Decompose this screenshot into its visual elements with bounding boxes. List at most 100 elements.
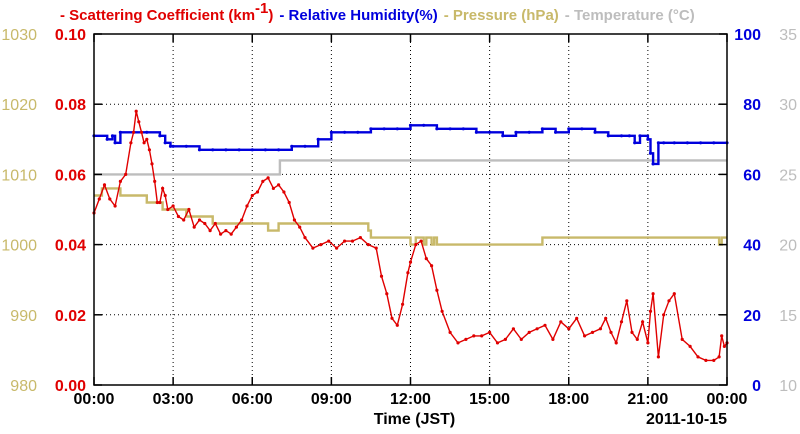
- data-point-scattering: [240, 218, 244, 222]
- data-point-humidity: [343, 130, 347, 134]
- x-tick-label: 15:00: [469, 391, 510, 408]
- pressure-tick-label: 1000: [1, 238, 37, 255]
- data-point-humidity: [163, 141, 167, 145]
- humidity-tick-label: 60: [743, 167, 761, 184]
- data-point-scattering: [408, 260, 413, 264]
- data-point-scattering: [155, 200, 159, 205]
- data-point-scattering: [147, 148, 151, 152]
- data-point-humidity: [105, 137, 109, 141]
- data-point-scattering: [197, 218, 202, 222]
- data-point-scattering: [132, 130, 136, 134]
- data-point-humidity: [316, 137, 320, 141]
- temperature-tick-label: 30: [779, 97, 797, 114]
- data-point-scattering: [118, 179, 122, 183]
- legend-superscript: -1: [255, 0, 268, 17]
- data-point-humidity: [627, 134, 632, 138]
- data-point-scattering: [224, 229, 228, 233]
- data-point-scattering: [424, 257, 428, 261]
- data-point-scattering: [166, 207, 170, 212]
- legend: - Scattering Coefficient (km -1) - Relativ…: [60, 0, 695, 24]
- pressure-tick-label: 990: [10, 308, 37, 325]
- data-point-scattering: [543, 323, 547, 327]
- data-point-scattering: [535, 327, 539, 331]
- data-point-scattering: [488, 330, 492, 334]
- data-point-humidity: [118, 130, 122, 134]
- data-point-scattering: [480, 334, 484, 338]
- data-point-scattering: [527, 330, 531, 334]
- data-point-humidity: [567, 127, 571, 131]
- data-point-humidity: [699, 141, 703, 145]
- data-point-humidity: [554, 130, 558, 134]
- data-point-scattering: [635, 337, 639, 341]
- data-point-scattering: [609, 330, 613, 334]
- data-point-scattering: [142, 141, 146, 145]
- data-point-humidity: [263, 148, 267, 152]
- data-point-scattering: [287, 200, 291, 205]
- data-point-humidity: [369, 127, 373, 131]
- data-point-scattering: [619, 320, 624, 324]
- data-point-scattering: [414, 243, 418, 247]
- data-point-scattering: [604, 316, 608, 320]
- data-point-scattering: [176, 214, 180, 219]
- data-point-scattering: [390, 316, 394, 320]
- data-point-scattering: [153, 179, 157, 183]
- data-point-scattering: [97, 197, 101, 201]
- x-tick-label: 09:00: [311, 391, 352, 408]
- pressure-tick-label: 980: [10, 378, 37, 395]
- data-point-scattering: [213, 221, 217, 226]
- data-point-humidity: [501, 134, 505, 138]
- data-point-scattering: [559, 320, 563, 324]
- legend-entry: - Pressure (hPa): [444, 7, 559, 24]
- data-point-humidity: [250, 148, 254, 152]
- data-point-scattering: [303, 236, 307, 240]
- data-point-humidity: [638, 134, 642, 138]
- data-point-humidity: [277, 148, 281, 152]
- data-point-humidity: [461, 127, 465, 131]
- x-tick-label: 03:00: [153, 391, 194, 408]
- scattering-tick-label: 0.06: [55, 167, 86, 184]
- data-point-scattering: [646, 341, 650, 345]
- data-point-humidity: [662, 141, 666, 145]
- data-point-scattering: [182, 218, 186, 222]
- data-point-scattering: [229, 232, 233, 236]
- humidity-tick-label: 100: [734, 27, 761, 44]
- data-point-scattering: [395, 323, 399, 327]
- data-point-scattering: [712, 358, 716, 362]
- data-point-humidity: [712, 141, 716, 145]
- data-point-humidity: [685, 141, 690, 145]
- data-point-scattering: [722, 344, 727, 348]
- temperature-tick-label: 15: [779, 308, 797, 325]
- data-point-scattering: [234, 225, 238, 229]
- data-point-humidity: [422, 123, 426, 127]
- scattering-tick-label: 0.04: [55, 238, 86, 255]
- legend-entry: - Relative Humidity(%): [279, 7, 437, 24]
- data-point-humidity: [527, 130, 531, 134]
- data-point-humidity: [168, 144, 173, 148]
- data-point-humidity: [290, 144, 294, 148]
- data-point-scattering: [448, 330, 452, 334]
- legend-entry: - Temperature (°C): [565, 7, 695, 24]
- data-point-scattering: [192, 225, 196, 229]
- data-point-scattering: [203, 221, 207, 226]
- data-point-humidity: [619, 134, 624, 138]
- data-point-scattering: [419, 239, 423, 243]
- data-point-humidity: [329, 130, 333, 134]
- data-point-humidity: [651, 162, 655, 166]
- data-point-scattering: [379, 274, 384, 278]
- data-point-humidity: [356, 130, 360, 134]
- data-point-scattering: [327, 239, 331, 243]
- data-point-humidity: [540, 127, 545, 131]
- data-point-humidity: [580, 127, 584, 131]
- data-point-scattering: [456, 341, 460, 345]
- data-point-scattering: [672, 292, 676, 296]
- data-point-scattering: [667, 299, 671, 303]
- data-point-scattering: [575, 316, 579, 320]
- date-label: 2011-10-15: [646, 411, 727, 428]
- data-point-scattering: [472, 334, 476, 338]
- series-line-pressure: [94, 187, 727, 246]
- data-point-scattering: [662, 313, 666, 317]
- data-point-humidity: [237, 148, 241, 152]
- x-tick-label: 18:00: [548, 391, 589, 408]
- data-point-scattering: [219, 232, 223, 236]
- data-point-humidity: [656, 141, 661, 145]
